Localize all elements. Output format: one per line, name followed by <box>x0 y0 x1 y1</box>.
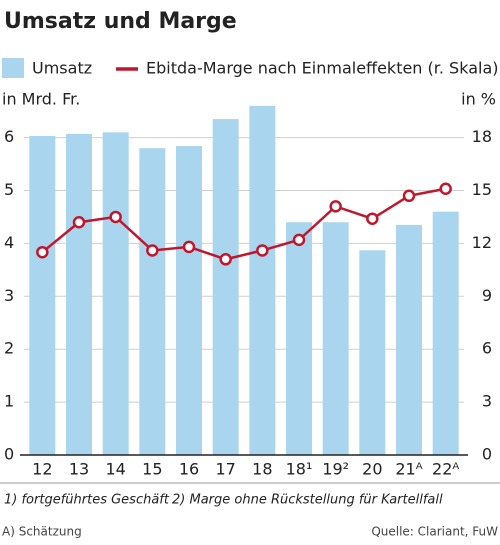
point <box>72 215 86 229</box>
bar <box>29 136 56 455</box>
x-tick-label: 17 <box>215 460 235 479</box>
bar <box>322 222 349 455</box>
point <box>109 210 122 224</box>
x-tick-label: 15 <box>142 460 162 479</box>
bar <box>432 211 459 455</box>
point <box>256 244 269 257</box>
note: 1) fortgeführtes Geschäft <box>4 493 170 508</box>
y2-tick-label: 15 <box>472 180 492 199</box>
y-axis-label: in Mrd. Fr. <box>2 90 80 109</box>
legend-label: Ebitda-Marge nach Einmaleffekten (r. Ska… <box>146 59 499 78</box>
point <box>182 240 196 254</box>
bar <box>66 133 92 455</box>
y2-tick-label: 0 <box>482 445 492 464</box>
y-tick-label: 5 <box>4 180 14 199</box>
x-tick-label: 18¹ <box>286 460 313 479</box>
bar <box>359 250 386 455</box>
y-tick-label: 4 <box>4 233 14 252</box>
source: Quelle: Clariant, FuW <box>371 525 498 539</box>
point <box>366 212 379 225</box>
chart-title: Umsatz und Marge <box>4 9 237 34</box>
bar <box>102 132 129 455</box>
y2-tick-label: 12 <box>472 233 492 252</box>
legend-label: Umsatz <box>32 59 92 78</box>
bar <box>249 105 276 456</box>
bar <box>139 148 166 455</box>
note: 2) Marge ohne Rückstellung für Kartellfa… <box>172 493 443 508</box>
x-tick-label: 14 <box>105 460 125 479</box>
x-tick-label: 13 <box>69 460 89 479</box>
y-tick-label: 3 <box>4 286 14 305</box>
x-tick-label: 18 <box>252 460 272 479</box>
y-tick-label: 6 <box>4 127 14 146</box>
legend-swatch <box>2 58 24 78</box>
y2-tick-label: 6 <box>482 339 492 358</box>
x-tick-label: 16 <box>179 460 199 479</box>
bar <box>396 224 422 455</box>
point <box>402 189 416 203</box>
bar <box>212 119 239 456</box>
y-tick-label: 0 <box>4 445 14 464</box>
y2-axis-label: in % <box>461 90 496 109</box>
footnote: A) Schätzung <box>2 525 82 539</box>
y2-tick-label: 9 <box>482 286 492 305</box>
bar <box>176 146 202 455</box>
point <box>329 200 342 213</box>
x-tick-label: 22ᴬ <box>432 460 459 479</box>
point <box>36 245 49 259</box>
y-tick-label: 1 <box>4 392 14 411</box>
x-tick-label: 20 <box>362 460 382 479</box>
y2-tick-label: 3 <box>482 392 492 411</box>
point <box>146 244 159 257</box>
bar <box>286 222 312 455</box>
point <box>439 182 452 195</box>
point <box>292 233 306 247</box>
x-tick-label: 19² <box>322 460 349 479</box>
y2-tick-label: 18 <box>472 127 492 146</box>
x-tick-label: 12 <box>32 460 52 479</box>
y-tick-label: 2 <box>4 339 14 358</box>
point <box>219 253 232 266</box>
x-tick-label: 21ᴬ <box>395 460 422 479</box>
